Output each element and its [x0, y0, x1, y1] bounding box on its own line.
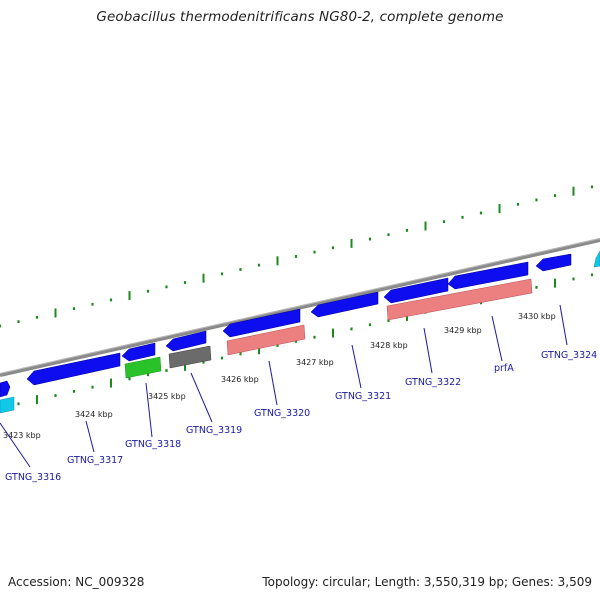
- gene-label-gtng-3317[interactable]: GTNG_3317: [67, 455, 123, 466]
- genome-backbone-highlight: [0, 238, 600, 374]
- kbp-label-3430: 3430 kbp: [518, 312, 556, 321]
- gene-green-feature[interactable]: [124, 356, 162, 379]
- cds-arrow-1[interactable]: [0, 380, 11, 398]
- cds-arrow-7[interactable]: [383, 277, 449, 304]
- kbp-label-3429: 3429 kbp: [444, 326, 482, 335]
- cds-arrow-10[interactable]: [593, 250, 600, 268]
- kbp-label-3423: 3423 kbp: [3, 431, 41, 440]
- gene-gray-feature[interactable]: [168, 345, 212, 369]
- kbp-label-3425: 3425 kbp: [148, 392, 186, 401]
- outer-tick-track: [0, 185, 594, 328]
- leader-gtng-3322: [423, 327, 433, 374]
- leader-prfa: [491, 315, 503, 362]
- gene-label-gtng-3320[interactable]: GTNG_3320: [254, 408, 310, 419]
- gene-label-gtng-3321[interactable]: GTNG_3321: [335, 391, 391, 402]
- leader-gtng-3319: [190, 372, 213, 423]
- gene-label-gtng-3318[interactable]: GTNG_3318: [125, 439, 181, 450]
- gene-salmon-feature-2[interactable]: [386, 278, 533, 321]
- gene-label-gtng-3319[interactable]: GTNG_3319: [186, 425, 242, 436]
- cds-arrow-9[interactable]: [535, 253, 572, 272]
- gene-cyan-feature[interactable]: [0, 396, 15, 414]
- gene-label-gtng-3322[interactable]: GTNG_3322: [405, 377, 461, 388]
- leader-gtng-3320: [268, 360, 278, 406]
- gene-salmon-feature-1[interactable]: [226, 324, 306, 356]
- genome-backbone: [0, 238, 600, 377]
- gene-label-gtng-3324[interactable]: GTNG_3324: [541, 350, 597, 361]
- kbp-label-3426: 3426 kbp: [221, 375, 259, 384]
- gene-label-gtng-3316[interactable]: GTNG_3316: [5, 472, 61, 483]
- cds-arrow-5[interactable]: [222, 308, 301, 338]
- leader-gtng-3317: [85, 420, 95, 453]
- leader-gtng-3316: [0, 422, 31, 468]
- leader-gtng-3318: [145, 382, 153, 438]
- cds-arrow-8[interactable]: [447, 261, 529, 290]
- kbp-label-3427: 3427 kbp: [296, 358, 334, 367]
- genome-summary-text: Topology: circular; Length: 3,550,319 bp…: [262, 575, 592, 589]
- cds-arrow-4[interactable]: [165, 330, 207, 352]
- leader-gtng-3321: [351, 344, 362, 389]
- cds-arrow-6[interactable]: [310, 291, 379, 318]
- leader-gtng-3324: [559, 304, 568, 346]
- genome-title: Geobacillus thermodenitrificans NG80-2, …: [96, 9, 504, 25]
- kbp-label-3424: 3424 kbp: [75, 410, 113, 419]
- gene-label-prfa[interactable]: prfA: [494, 363, 514, 374]
- cds-arrow-3[interactable]: [121, 342, 156, 362]
- accession-text: Accession: NC_009328: [8, 575, 145, 589]
- cds-arrow-2[interactable]: [26, 352, 121, 386]
- kbp-label-3428: 3428 kbp: [370, 341, 408, 350]
